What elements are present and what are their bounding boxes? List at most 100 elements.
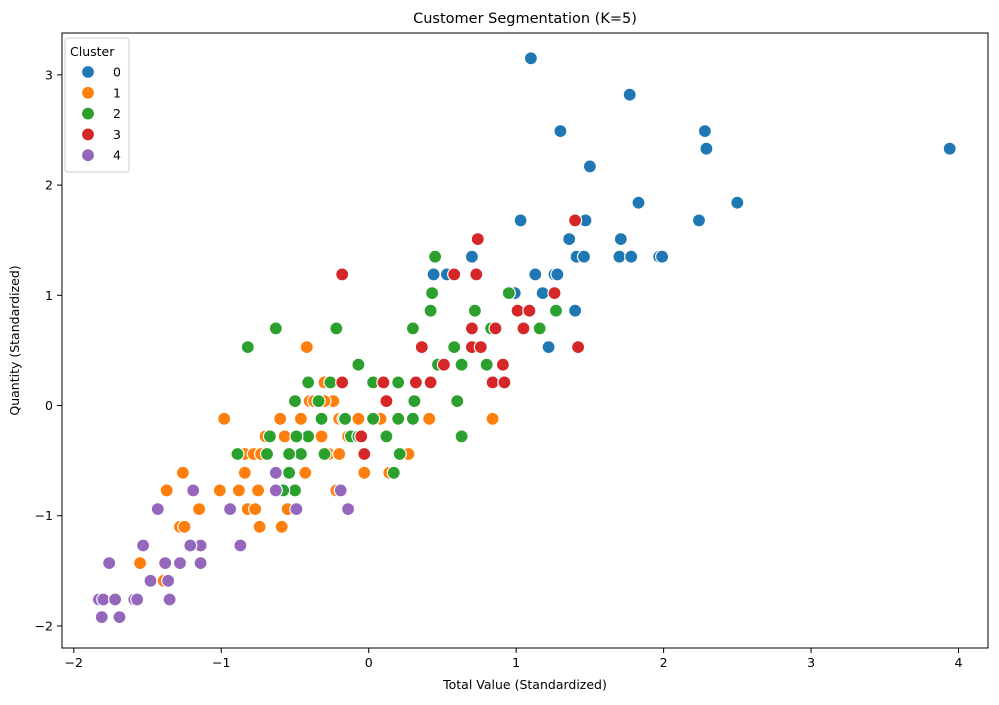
point-cluster-1	[351, 411, 366, 426]
point-cluster-3	[516, 321, 531, 336]
point-cluster-0	[654, 249, 670, 264]
points-layer	[91, 51, 957, 625]
point-cluster-4	[96, 592, 111, 607]
point-cluster-1	[314, 429, 329, 444]
point-cluster-0	[631, 195, 646, 210]
point-cluster-3	[547, 286, 562, 301]
point-cluster-0	[622, 87, 637, 102]
point-cluster-3	[567, 213, 583, 228]
point-cluster-2	[501, 286, 516, 301]
point-cluster-2	[467, 303, 482, 318]
point-cluster-4	[183, 538, 198, 553]
point-cluster-3	[408, 375, 423, 390]
point-cluster-1	[212, 483, 227, 498]
legend-label: 1	[113, 85, 121, 100]
point-cluster-1	[273, 411, 288, 426]
legend-label: 3	[113, 127, 121, 142]
y-axis-label: Quantity (Standardized)	[7, 265, 22, 415]
point-cluster-2	[532, 321, 547, 336]
point-cluster-2	[262, 429, 277, 444]
point-cluster-3	[469, 267, 484, 282]
point-cluster-4	[193, 555, 208, 571]
point-cluster-2	[240, 340, 255, 355]
point-cluster-2	[287, 483, 303, 498]
point-cluster-1	[177, 519, 192, 534]
y-tick-label: 1	[45, 288, 53, 303]
point-cluster-2	[454, 429, 469, 444]
point-cluster-0	[541, 340, 556, 355]
y-tick-label: 3	[45, 67, 53, 82]
legend-marker-1	[80, 85, 96, 100]
point-cluster-2	[338, 411, 353, 426]
point-cluster-0	[464, 249, 479, 264]
point-cluster-2	[548, 303, 564, 318]
legend-marker-0	[80, 64, 96, 80]
legend-marker-3	[80, 127, 96, 142]
legend-title: Cluster	[70, 44, 115, 59]
point-cluster-3	[522, 303, 537, 318]
point-cluster-1	[192, 502, 207, 517]
point-cluster-4	[143, 573, 158, 588]
point-cluster-2	[447, 340, 462, 355]
point-cluster-2	[392, 446, 407, 462]
point-cluster-2	[425, 286, 440, 301]
x-tick-label: 2	[660, 655, 668, 670]
point-cluster-2	[282, 446, 297, 462]
point-cluster-0	[697, 124, 713, 139]
point-cluster-4	[289, 502, 304, 517]
point-cluster-2	[323, 375, 338, 390]
point-cluster-4	[130, 592, 145, 607]
x-tick-label: −2	[65, 655, 83, 670]
point-cluster-1	[422, 411, 437, 426]
point-cluster-2	[230, 446, 245, 462]
point-cluster-2	[351, 357, 366, 372]
y-tick-label: 2	[45, 178, 53, 193]
point-cluster-2	[268, 321, 283, 336]
y-axis-ticks: −2 −1 0 1 2 3	[35, 67, 62, 633]
point-cluster-1	[159, 483, 174, 498]
legend-label: 0	[113, 65, 121, 80]
point-cluster-1	[299, 340, 314, 355]
point-cluster-4	[172, 555, 188, 571]
point-cluster-4	[341, 502, 356, 517]
point-cluster-4	[161, 573, 176, 588]
point-cluster-2	[391, 375, 406, 390]
point-cluster-0	[612, 249, 627, 264]
point-cluster-3	[497, 375, 512, 390]
x-tick-label: 3	[807, 655, 815, 670]
point-cluster-2	[289, 429, 304, 444]
point-cluster-2	[423, 303, 438, 318]
point-cluster-3	[447, 267, 462, 282]
point-cluster-0	[699, 141, 714, 156]
point-cluster-2	[314, 411, 329, 426]
point-cluster-0	[523, 51, 539, 66]
legend-marker-4	[80, 148, 96, 163]
point-cluster-4	[223, 502, 238, 517]
point-cluster-4	[333, 483, 348, 498]
y-tick-label: −1	[35, 508, 53, 523]
point-cluster-1	[133, 555, 148, 571]
point-cluster-4	[162, 592, 177, 607]
y-tick-label: 0	[45, 398, 53, 413]
point-cluster-3	[473, 340, 488, 355]
point-cluster-0	[553, 124, 568, 139]
point-cluster-3	[379, 394, 394, 409]
point-cluster-0	[942, 141, 957, 156]
point-cluster-1	[217, 411, 232, 426]
point-cluster-2	[287, 394, 303, 409]
point-cluster-2	[311, 394, 326, 409]
point-cluster-2	[405, 321, 420, 336]
x-axis-ticks: −2 −1 0 1 2 3 4	[65, 648, 963, 670]
point-cluster-2	[301, 375, 316, 390]
point-cluster-3	[357, 446, 372, 462]
point-cluster-4	[186, 483, 201, 498]
legend-items: 0 1 2 3 4	[80, 64, 121, 163]
point-cluster-1	[332, 446, 347, 462]
point-cluster-1	[357, 465, 372, 480]
point-cluster-2	[317, 446, 332, 462]
point-cluster-1	[485, 411, 500, 426]
point-cluster-3	[495, 357, 510, 372]
point-cluster-3	[464, 321, 479, 336]
point-cluster-0	[528, 267, 543, 282]
